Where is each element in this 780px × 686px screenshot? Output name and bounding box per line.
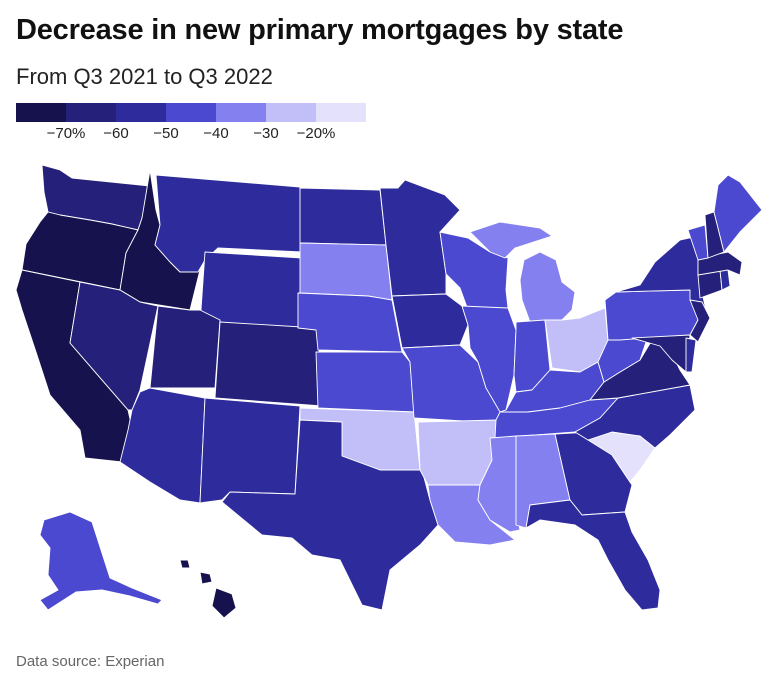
state-DE[interactable] [685,337,697,373]
legend-label-30: −30 [253,125,279,142]
legend-swatch-3 [116,103,166,122]
state-HI-maui[interactable] [199,571,213,585]
data-source-note: Data source: Experian [16,653,165,670]
state-AK[interactable] [39,511,163,611]
legend-label-40: −40 [203,125,229,142]
legend-label-20: −20% [296,125,336,142]
state-NV[interactable] [69,281,159,411]
legend-label-70: −70% [46,125,86,142]
legend-label-60: −60 [103,125,129,142]
legend-swatch-5 [216,103,266,122]
state-WI[interactable] [439,231,509,311]
state-FL[interactable] [525,499,661,611]
state-CO[interactable] [214,321,323,407]
state-NC[interactable] [574,384,696,449]
legend-swatches [16,103,366,122]
state-NM[interactable] [199,397,301,504]
state-ND[interactable] [299,187,387,246]
state-KS[interactable] [315,351,415,413]
state-RI[interactable] [719,269,731,291]
state-MI[interactable] [469,221,553,259]
legend-swatch-7 [316,103,366,122]
us-choropleth-map [15,164,763,619]
legend-labels: −70% −60 −50 −40 −30 −20% [16,122,366,142]
state-ME[interactable] [713,174,763,253]
state-IA[interactable] [391,293,469,349]
chart-subtitle: From Q3 2021 to Q3 2022 [16,64,273,89]
legend-swatch-4 [166,103,216,122]
legend-label-50: −50 [153,125,179,142]
state-NJ[interactable] [689,299,711,343]
legend-swatch-1 [16,103,66,122]
chart-title: Decrease in new primary mortgages by sta… [16,14,624,46]
legend-swatch-6 [266,103,316,122]
state-MI-lower[interactable] [519,251,576,323]
legend-swatch-2 [66,103,116,122]
state-SD[interactable] [299,242,393,301]
state-HI-big[interactable] [211,587,237,619]
color-legend: −70% −60 −50 −40 −30 −20% [16,103,366,142]
state-TX[interactable] [221,419,439,611]
state-HI-oahu[interactable] [179,559,191,569]
state-UT[interactable] [149,305,221,389]
state-NE[interactable] [297,292,403,353]
state-PA[interactable] [604,289,699,341]
